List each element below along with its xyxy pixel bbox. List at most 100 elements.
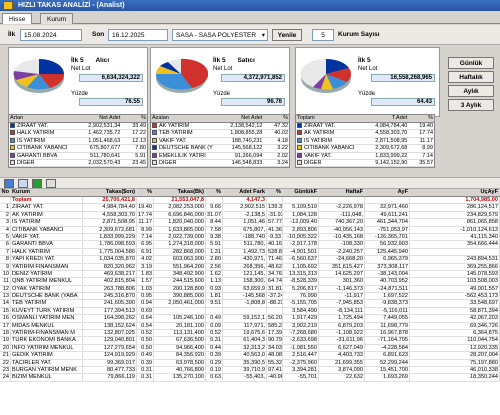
table-row[interactable]: DIGER 9,142,152,90 35.57 bbox=[296, 160, 434, 168]
grid-cell: AK YATIRIM bbox=[11, 211, 83, 219]
column-header[interactable]: Net Adet bbox=[99, 115, 121, 121]
grid-cell: 286,124,517 bbox=[410, 204, 500, 211]
column-header[interactable]: Artan bbox=[10, 115, 24, 121]
column-header[interactable]: % bbox=[141, 115, 146, 121]
column-header[interactable]: Toplam bbox=[297, 115, 315, 121]
column-header[interactable]: % bbox=[428, 115, 433, 121]
table-row[interactable]: 21 GEDIK YATIRIM 124,919,929 0.49 84,356,920… bbox=[0, 352, 500, 360]
table-row[interactable]: AK YATIRIM 2,138,542,12 47.32 bbox=[151, 123, 289, 131]
buyer-pct-value: 76.55 bbox=[79, 98, 143, 106]
column-header[interactable]: % bbox=[283, 115, 288, 121]
column-header[interactable]: % bbox=[137, 189, 154, 196]
column-header[interactable]: Net Adet bbox=[241, 115, 263, 121]
monthly-button[interactable]: Aylık bbox=[448, 85, 494, 97]
table-row[interactable]: EMEKLILIK YATIRI 91,266,094 2.02 bbox=[151, 153, 289, 160]
column-header[interactable]: ÜçAyF bbox=[410, 189, 500, 196]
date-to-field[interactable]: 16.12.2025 bbox=[108, 29, 168, 41]
column-header[interactable]: T.Adet bbox=[391, 115, 408, 121]
table-row[interactable]: CITIBANK YABANCI 675,807,677 7.80 bbox=[9, 145, 147, 153]
table-row[interactable]: 20 INFO YATIRIM MENKUL 127,279,654 0.50 94,9… bbox=[0, 344, 500, 353]
grid-cell: 0.31 bbox=[137, 374, 154, 381]
grid-cell: 0.09 bbox=[206, 322, 223, 330]
grid-cell: -8,528,339 bbox=[283, 278, 319, 285]
quarterly-button[interactable]: 3 Aylık bbox=[448, 99, 494, 111]
table-row[interactable]: DIGER 2,032,570,43 23.45 bbox=[9, 160, 147, 168]
tab-hisse[interactable]: Hisse bbox=[2, 13, 33, 24]
table-row[interactable]: DIGER 146,548,833 3.24 bbox=[151, 160, 289, 168]
cell-name: DIGER bbox=[296, 160, 361, 166]
column-header[interactable]: HaftaF bbox=[319, 189, 365, 196]
column-header[interactable]: No bbox=[1, 189, 11, 196]
grid-icon[interactable] bbox=[4, 179, 14, 188]
table-row[interactable]: 12 OYAK YATIRIM 263,788,806 1.03 200,128,800… bbox=[0, 285, 500, 294]
table-row[interactable]: 8 YAPI KREDI YAT. 1,034,035,870 4.02 603,063… bbox=[0, 256, 500, 264]
weekly-button[interactable]: Haftalık bbox=[448, 71, 494, 83]
color-swatch bbox=[10, 152, 15, 158]
table-row[interactable]: 14 TEB YATIRIM 241,605,390 0.94 2,050,461,00… bbox=[0, 300, 500, 308]
symbol-select[interactable]: SASA - SASA POLYESTER ▾ bbox=[172, 29, 268, 41]
cell-pct: 7.80 bbox=[135, 145, 146, 152]
date-from-field[interactable]: 15.08.2024 bbox=[20, 29, 82, 41]
table-row[interactable]: 1 ZIRAAT YAT. 4,984,784,40 19.40 2,082,253,0… bbox=[0, 204, 500, 212]
column-header[interactable]: GünlükF bbox=[283, 189, 319, 196]
table-row[interactable]: VAKIF YAT. 1,833,999,22 7.14 bbox=[296, 153, 434, 160]
column-header[interactable]: % bbox=[267, 189, 283, 196]
grid-cell: 0.39 bbox=[137, 359, 154, 366]
table-row[interactable]: AK YATIRIM 4,558,303,70 17.74 bbox=[296, 130, 434, 138]
table-row[interactable]: 2 AK YATIRIM 4,558,303,70 17.74 6,696,846,00… bbox=[0, 211, 500, 220]
total-row[interactable]: Toplam 25,700,421,8 21,553,047,8 4,147,3 1,7… bbox=[0, 197, 500, 205]
table-row[interactable]: 3 IS YATIRIM 2,871,508,95 11.17 1,820,040,00… bbox=[0, 219, 500, 227]
table-row[interactable]: 10 DENIZ YATIRIM 469,638,217 1.83 348,492,90… bbox=[0, 270, 500, 279]
table-row[interactable]: IS YATIRIM 2,871,508,95 11.17 bbox=[296, 138, 434, 146]
buyer-table: Artan Net Adet% ZIRAAT YAT. 2,902,531,34 33.… bbox=[8, 114, 148, 169]
table-row[interactable]: 9 YATIRIM FINANSMAN 820,320,962 3.19 551,964… bbox=[0, 263, 500, 271]
table-row[interactable]: VAKIF YAT. 188,740,231 4.18 bbox=[151, 137, 289, 146]
count-field[interactable]: 5 bbox=[312, 29, 334, 41]
table-row[interactable]: HALK YATIRIM 1,462,735,72 17.22 bbox=[9, 130, 147, 138]
table-row[interactable]: ZIRAAT YAT. 4,984,784,40 19.40 bbox=[296, 123, 434, 131]
buyer-pie-chart bbox=[13, 58, 65, 93]
save-icon[interactable] bbox=[18, 179, 28, 188]
table-row[interactable]: TEB YATIRIM 1,808,855,28 40.02 bbox=[151, 130, 289, 138]
column-header[interactable]: Takas($on) bbox=[83, 189, 137, 196]
grid-cell: -88.22 bbox=[268, 300, 283, 307]
column-header[interactable]: Adet Fark bbox=[223, 189, 267, 196]
table-row[interactable]: 13 DEUTSCHE BANK (YABA 245,316,870 0.95 390,… bbox=[0, 293, 500, 301]
table-row[interactable]: 7 HALK YATIRIM 1,775,004,586 6.91 282,868,00… bbox=[0, 248, 500, 257]
table-row[interactable]: 16 OSMANLI YATIRIM MEN 164,398,262 0.64 105,… bbox=[0, 315, 500, 323]
refresh-button[interactable]: Yenile bbox=[272, 29, 302, 41]
column-header[interactable]: Kurum bbox=[11, 189, 83, 196]
excel-icon[interactable] bbox=[32, 179, 42, 188]
table-row[interactable]: 5 VAKIF YAT. 1,833,999,229 7.14 2,022,739,00… bbox=[0, 233, 500, 242]
column-header[interactable]: AyF bbox=[365, 189, 410, 196]
table-row[interactable]: 15 KUVEYT TÜRK YATIRIM 177,394,513 0.69 3,58… bbox=[0, 307, 500, 316]
grid-cell: 79,866,119 bbox=[83, 374, 137, 381]
grid-cell: -9.33 bbox=[268, 233, 283, 241]
table-row[interactable]: 17 MIDAS MENKUL 138,152,624 0.54 20,181,100 0… bbox=[0, 322, 500, 331]
table-row[interactable]: 18 YATIRIM-FINANSMAN M 132,807,025 0.52 113,… bbox=[0, 330, 500, 338]
table-row[interactable]: 23 BURGAN YATIRIM MENK 80,477,733 0.31 40,76… bbox=[0, 366, 500, 375]
tab-kurum[interactable]: Kurum bbox=[40, 13, 74, 24]
grid-cell: 110,044,754 bbox=[410, 337, 500, 344]
table-row[interactable]: 6 GARANTI BBVA 1,786,098,593 6.95 1,274,318,… bbox=[0, 241, 500, 249]
table-row[interactable]: DEUTSCHE BANK (Y 145,568,122 3.22 bbox=[151, 145, 289, 153]
daily-button[interactable]: Günlük bbox=[448, 57, 494, 69]
table-row[interactable]: 19 TURK EKONOMI BANKA 129,040,801 0.50 67,63… bbox=[0, 337, 500, 345]
table-row[interactable]: ZIRAAT YAT. 2,902,531,34 33.49 bbox=[9, 123, 147, 131]
column-header[interactable]: Azalan bbox=[152, 115, 169, 121]
table-row[interactable]: 22 TACIRLER YAT. 99,369,017 0.39 63,978,500 0… bbox=[0, 359, 500, 367]
column-header[interactable]: Takas(Bk) bbox=[154, 189, 206, 196]
color-swatch bbox=[152, 137, 157, 143]
grid-cell: TURK EKONOMI BANKA bbox=[11, 337, 83, 344]
print-icon[interactable] bbox=[46, 179, 56, 188]
table-row[interactable]: 24 BIZIM MENKUL 79,866,119 0.31 135,270,100 0… bbox=[0, 374, 500, 382]
column-header[interactable]: % bbox=[206, 189, 223, 196]
table-row[interactable]: 4 CITIBANK YABANCI 2,309,672,681 8.99 1,633,… bbox=[0, 226, 500, 234]
table-row[interactable]: 11 QNB YATIRIM MENKUL 402,815,804 1.57 244,5… bbox=[0, 278, 500, 286]
grid-cell: MIDAS MENKUL bbox=[11, 322, 83, 330]
table-row[interactable]: GARANTI BBVA 511,780,641 5.91 bbox=[9, 153, 147, 160]
grid-cell: 2,022,739,000 bbox=[154, 233, 206, 241]
grid-cell: -1,808,8 bbox=[223, 300, 267, 307]
table-row[interactable]: CITIBANK YABANCI 2,309,672,68 8.99 bbox=[296, 145, 434, 153]
table-row[interactable]: IS YATIRIM 1,051,468,63 12.13 bbox=[9, 138, 147, 146]
